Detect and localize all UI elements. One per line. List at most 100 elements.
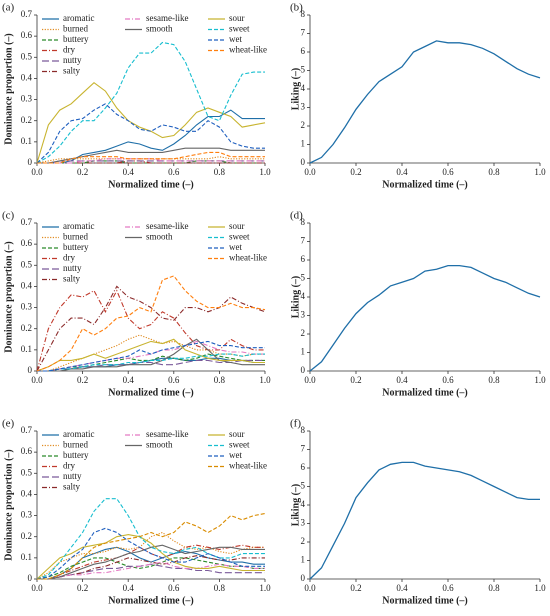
x-tick-label: 0.4 <box>396 167 408 177</box>
series-line <box>37 561 265 580</box>
legend-label: sesame-like <box>146 13 188 23</box>
y-tick-label: 0.2 <box>21 323 32 333</box>
panel-label: (b) <box>290 2 303 14</box>
x-axis-label: Normalized time (–) <box>108 387 194 398</box>
y-tick-label: 1 <box>301 347 306 357</box>
x-tick-label: 0.8 <box>214 167 226 177</box>
y-tick-label: 8 <box>301 217 306 227</box>
series-line <box>36 289 265 372</box>
liking-line <box>309 264 541 372</box>
x-tick-label: 0.8 <box>488 167 500 177</box>
x-tick-label: 0.2 <box>77 375 88 385</box>
series-line <box>36 81 266 164</box>
y-tick-label: 1 <box>301 139 306 149</box>
y-tick-label: 0.3 <box>21 510 33 520</box>
x-tick-label: 1.0 <box>259 375 271 385</box>
y-axis-label: Liking (–) <box>290 484 301 527</box>
liking-line <box>309 40 541 164</box>
series-line <box>36 338 265 372</box>
y-axis-label: Liking (–) <box>290 276 301 319</box>
x-tick-label: 0.8 <box>214 375 226 385</box>
x-tick-label: 0.0 <box>304 375 316 385</box>
x-axis-label: Normalized time (–) <box>382 179 468 190</box>
panel-label: (c) <box>2 210 15 222</box>
x-axis-label: Normalized time (–) <box>108 595 194 606</box>
y-tick-label: 6 <box>301 462 306 472</box>
y-tick-label: 0.5 <box>21 51 33 61</box>
x-tick-label: 0.2 <box>350 167 361 177</box>
x-tick-label: 0.6 <box>442 167 454 177</box>
x-tick-label: 0.4 <box>123 167 135 177</box>
x-tick-label: 0.2 <box>350 375 361 385</box>
y-tick-label: 0.4 <box>21 280 33 290</box>
legend-label: wheat-like <box>229 461 267 471</box>
y-tick-label: 4 <box>301 291 306 301</box>
y-tick-label: 7 <box>301 28 306 38</box>
series-line <box>36 103 265 164</box>
legend-label: wheat-like <box>229 45 267 55</box>
x-tick-label: 0.0 <box>31 375 43 385</box>
y-tick-label: 0.7 <box>21 425 33 435</box>
series-line <box>36 498 265 580</box>
x-tick-label: 0.0 <box>31 167 43 177</box>
x-tick-label: 0.6 <box>442 375 454 385</box>
legend-label: sweet <box>229 232 250 242</box>
x-tick-label: 0.2 <box>77 583 88 593</box>
x-axis-label: Normalized time (–) <box>382 595 468 606</box>
x-tick-label: 0.4 <box>396 583 408 593</box>
legend-label: nutty <box>63 471 82 481</box>
y-tick-label: 2 <box>301 536 306 546</box>
x-tick-label: 1.0 <box>534 375 546 385</box>
legend-label: smooth <box>146 232 173 242</box>
x-tick-label: 0.6 <box>442 583 454 593</box>
x-tick-label: 0.4 <box>123 375 135 385</box>
y-tick-label: 0 <box>301 573 306 583</box>
x-tick-label: 0.0 <box>304 583 316 593</box>
series-line <box>36 156 265 164</box>
legend-label: salty <box>63 274 80 284</box>
legend-label: wet <box>229 34 242 44</box>
x-tick-label: 0.8 <box>488 583 500 593</box>
legend-label: wheat-like <box>229 253 267 263</box>
x-tick-label: 0.0 <box>304 167 316 177</box>
legend-label: sour <box>229 221 245 231</box>
y-tick-label: 0.3 <box>21 302 33 312</box>
legend-label: buttery <box>63 34 89 44</box>
y-axis-label: Liking (–) <box>290 68 301 111</box>
legend-label: nutty <box>63 55 82 65</box>
legend-label: aromatic <box>63 13 94 23</box>
x-tick-label: 0.4 <box>396 375 408 385</box>
x-tick-label: 1.0 <box>534 583 546 593</box>
y-axis-label: Dominance proportion (–) <box>3 241 14 352</box>
y-tick-label: 0.6 <box>21 30 33 40</box>
series-line <box>37 512 266 580</box>
series-line <box>37 544 265 580</box>
y-tick-label: 1 <box>301 555 306 565</box>
panel-label: (e) <box>2 418 15 430</box>
y-tick-label: 8 <box>301 9 306 19</box>
y-tick-label: 0.2 <box>21 531 32 541</box>
series-line <box>37 151 265 164</box>
x-tick-label: 0.2 <box>350 583 361 593</box>
y-tick-label: 8 <box>301 425 306 435</box>
y-tick-label: 0 <box>301 365 306 375</box>
series-line <box>37 563 265 580</box>
liking-line <box>309 461 540 580</box>
y-tick-label: 0.1 <box>21 136 32 146</box>
legend-label: salty <box>63 482 80 492</box>
y-tick-label: 3 <box>301 102 306 112</box>
y-tick-label: 3 <box>301 310 306 320</box>
y-tick-label: 0 <box>301 157 306 167</box>
legend-label: nutty <box>63 263 82 273</box>
y-tick-label: 0.7 <box>21 217 33 227</box>
x-tick-label: 0.8 <box>214 583 226 593</box>
x-tick-label: 0.8 <box>488 375 500 385</box>
y-tick-label: 0.5 <box>21 259 33 269</box>
y-tick-label: 0 <box>28 573 33 583</box>
legend-label: sweet <box>229 440 250 450</box>
y-tick-label: 0 <box>28 365 33 375</box>
panel-label: (a) <box>2 2 15 14</box>
x-axis-label: Normalized time (–) <box>382 387 468 398</box>
series-line <box>36 531 265 580</box>
